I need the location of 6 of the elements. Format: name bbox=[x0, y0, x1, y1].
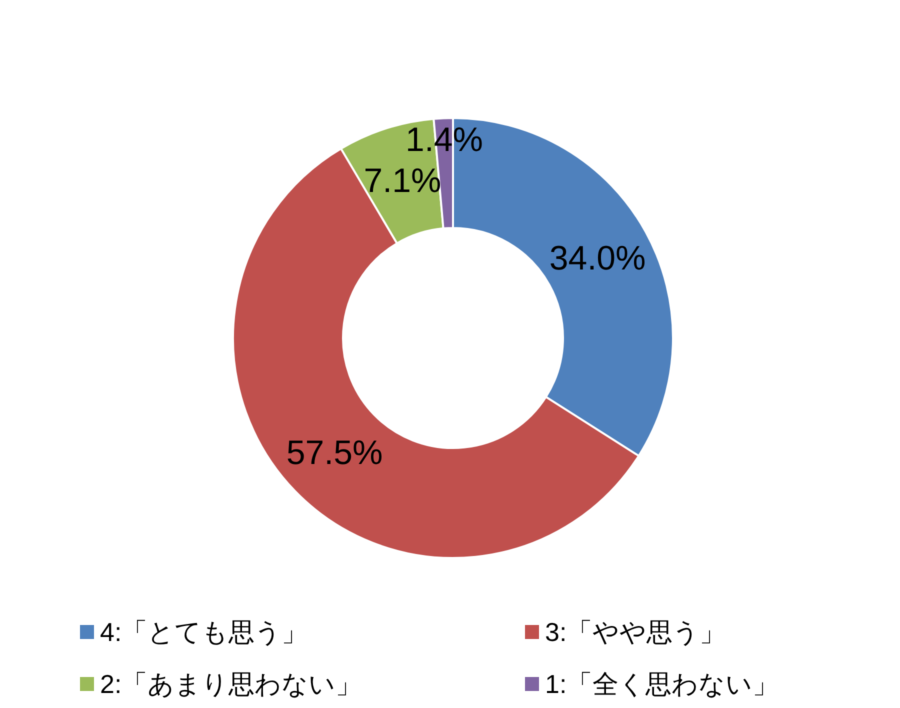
data-label: 57.5% bbox=[286, 434, 383, 472]
legend-label: 2:「あまり思わない」 bbox=[100, 669, 362, 699]
legend-label: 4:「とても思う」 bbox=[100, 617, 308, 647]
legend-label: 3:「やや思う」 bbox=[545, 617, 726, 647]
data-label: 34.0% bbox=[549, 240, 646, 278]
legend-label: 1:「全く思わない」 bbox=[545, 669, 779, 699]
